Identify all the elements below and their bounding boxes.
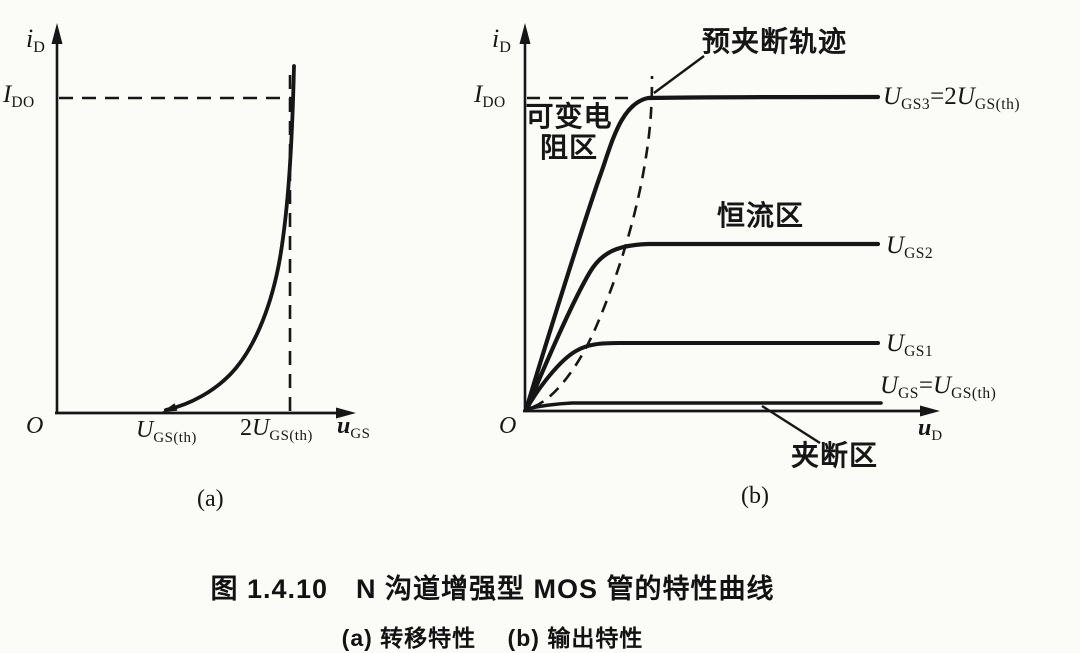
a-x-tick-ugsth: UGS(th) xyxy=(136,417,197,446)
b-constant-current-region-label: 恒流区 xyxy=(717,200,805,231)
a-transfer-curve xyxy=(164,64,296,412)
b-pinch-off-region-label: 夹断区 xyxy=(791,440,879,471)
figure-caption: 图 1.4.10 N 沟道增强型 MOS 管的特性曲线 (a) 转移特性 (b)… xyxy=(0,567,985,653)
b-locus-leader-line xyxy=(653,55,705,94)
b-origin-label: O xyxy=(499,413,517,439)
b-y-tick-ido: IDO xyxy=(474,81,506,111)
b-y-axis-label: iD xyxy=(492,24,512,57)
output-characteristics-plot xyxy=(519,23,940,445)
b-x-axis-arrow xyxy=(920,405,940,417)
figure-caption-subtitle: (a) 转移特性 (b) 输出特性 xyxy=(341,625,644,651)
a-x-tick-2ugsth: 2UGS(th) xyxy=(240,415,313,444)
b-curve-ugs3 xyxy=(523,94,881,413)
b-curve-label-ugs1: UGS1 xyxy=(886,330,934,360)
b-pre-pinch-off-locus-label: 预夹断轨迹 xyxy=(702,26,848,57)
b-pinch-off-leader-line xyxy=(761,404,821,445)
b-y-axis-arrow xyxy=(519,23,531,44)
a-y-axis-arrow xyxy=(51,23,63,44)
b-curve-label-ugs3: UGS3=2UGS(th) xyxy=(883,83,1021,113)
a-y-axis-label: iD xyxy=(26,24,46,57)
b-x-axis-label: uD xyxy=(918,415,943,444)
transfer-characteristic-plot xyxy=(51,23,356,419)
b-curve-ugs1 xyxy=(524,341,880,412)
b-pre-pinch-off-locus xyxy=(532,75,654,409)
b-curve-ugsth xyxy=(524,401,883,411)
figure-caption-title: 图 1.4.10 N 沟道增强型 MOS 管的特性曲线 xyxy=(210,574,775,604)
b-variable-resistance-region-label: 可变电 阻区 xyxy=(525,101,613,163)
a-sublabel: (a) xyxy=(197,486,224,512)
b-curve-ugs2 xyxy=(523,241,881,413)
a-x-axis-arrow xyxy=(336,407,356,419)
a-origin-label: O xyxy=(26,413,44,439)
a-x-axis-label: uGS xyxy=(337,413,371,442)
a-curve-start-arrow xyxy=(162,403,178,412)
b-curve-label-ugsth: UGS=UGS(th) xyxy=(880,372,997,402)
b-sublabel: (b) xyxy=(741,483,769,509)
b-curve-label-ugs2: UGS2 xyxy=(886,232,934,262)
a-y-tick-ido: IDO xyxy=(3,81,35,111)
